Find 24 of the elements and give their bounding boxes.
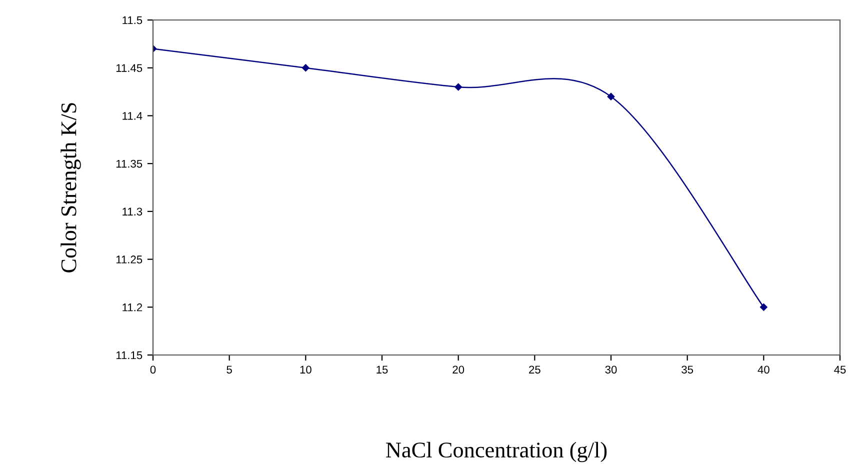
point [607,92,615,100]
x-tick-label: 0 [150,366,156,374]
y-axis-title: Color Strength K/S [60,103,81,272]
x-tick-label: 5 [226,366,232,374]
x-tick-label: 40 [758,366,770,374]
x-tick-label: 15 [376,366,388,374]
y-tick-label: 11.4 [122,112,142,120]
x-tick-label: 30 [605,366,617,374]
point [302,64,310,72]
y-tick-label: 11.2 [122,303,142,312]
x-tick-label: 45 [834,366,846,374]
point [760,304,768,311]
x-tick-label: 10 [300,366,312,374]
x-tick-label: 20 [452,366,464,374]
y-tick-label: 11.25 [116,256,142,264]
y-tick-label: 11.3 [122,208,142,216]
y-tick-label: 11.15 [116,351,142,360]
y-tick-label: 11.5 [122,16,142,24]
x-tick-label: 35 [682,366,694,374]
y-tick-label: 11.45 [116,64,142,72]
x-axis-title: NaCl Concentration (g/l) [386,442,607,462]
x-tick-label: 25 [529,366,540,374]
point [454,83,462,91]
y-tick-label: 11.35 [116,160,142,168]
